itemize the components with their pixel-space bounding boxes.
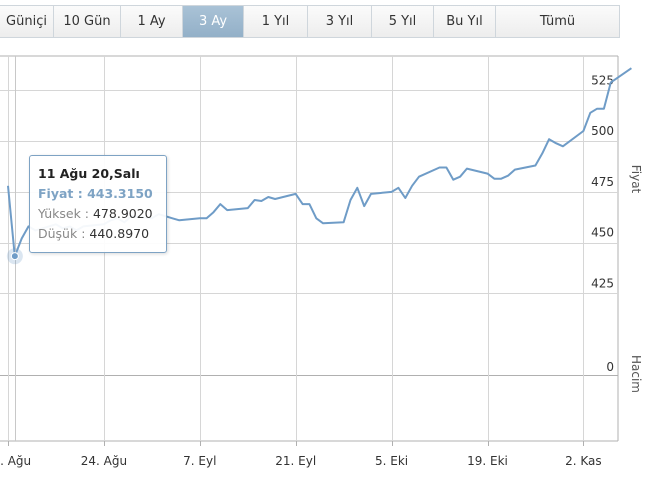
price-tooltip: 11 Ağu 20,Salı Fiyat : 443.3150 Yüksek :… bbox=[29, 155, 167, 253]
tooltip-low-value: 440.8970 bbox=[89, 226, 150, 241]
tooltip-date: 11 Ağu 20,Salı bbox=[38, 166, 140, 181]
tooltip-low: Düşük : 440.8970 bbox=[38, 226, 150, 241]
volume-tick-label: 0 bbox=[606, 360, 614, 374]
range-tab-5[interactable]: 1 Yıl bbox=[244, 6, 308, 37]
price-tick-label: 450 bbox=[591, 226, 614, 240]
price-axis-ticks: 425 450 475 500 525 0 bbox=[591, 73, 614, 374]
range-tab-3[interactable]: 1 Ay bbox=[121, 6, 183, 37]
axis-titles: Fiyat Hacim bbox=[629, 165, 643, 393]
date-axis-ticks: 10. Ağu 24. Ağu 7. Eyl 21. Eyl 5. Eki 19. Eki… bbox=[0, 454, 602, 468]
range-tab-2[interactable]: 10 Gün bbox=[54, 6, 121, 37]
price-tick-label: 525 bbox=[591, 73, 614, 87]
tooltip-high-label: Yüksek bbox=[38, 206, 81, 221]
date-tick-label: 7. Eyl bbox=[183, 454, 216, 468]
tooltip-high-value: 478.9020 bbox=[92, 206, 153, 221]
range-tab-7[interactable]: 5 Yıl bbox=[372, 6, 434, 37]
range-tab-9[interactable]: Tümü bbox=[496, 6, 620, 37]
tooltip-price-value: 443.3150 bbox=[87, 186, 153, 201]
hover-point-marker bbox=[10, 252, 19, 261]
date-tick-label: 2. Kas bbox=[565, 454, 602, 468]
date-tick-label: 19. Eki bbox=[467, 454, 508, 468]
volume-axis-title: Hacim bbox=[629, 355, 643, 393]
price-axis-title: Fiyat bbox=[629, 165, 643, 194]
date-tick-label: 10. Ağu bbox=[0, 454, 31, 468]
tooltip-price: Fiyat : 443.3150 bbox=[38, 186, 153, 201]
price-tick-label: 475 bbox=[591, 175, 614, 189]
range-tab-bar: Güniçi 10 Gün 1 Ay 3 Ay 1 Yıl 3 Yıl 5 Yıl Bu Yı… bbox=[0, 5, 620, 38]
tooltip-price-label: Fiyat bbox=[38, 186, 74, 201]
range-tab-1[interactable]: Güniçi bbox=[0, 6, 54, 37]
range-tab-8[interactable]: Bu Yıl bbox=[434, 6, 496, 37]
date-tick-label: 21. Eyl bbox=[275, 454, 316, 468]
tooltip-high: Yüksek : 478.9020 bbox=[38, 206, 153, 221]
date-tick-label: 5. Eki bbox=[375, 454, 408, 468]
range-tab-6[interactable]: 3 Yıl bbox=[308, 6, 372, 37]
date-tick-label: 24. Ağu bbox=[81, 454, 127, 468]
price-tick-label: 425 bbox=[591, 276, 614, 290]
range-tab-4[interactable]: 3 Ay bbox=[183, 6, 244, 37]
tooltip-low-label: Düşük bbox=[38, 226, 78, 241]
price-tick-label: 500 bbox=[591, 124, 614, 138]
